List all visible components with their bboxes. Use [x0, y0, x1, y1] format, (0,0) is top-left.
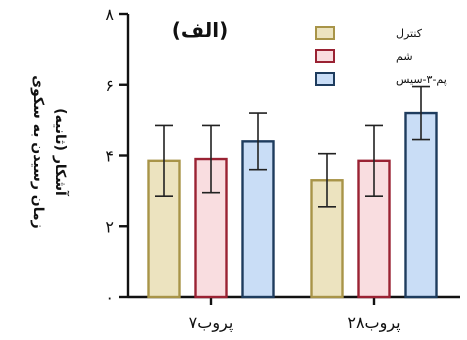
x-tick-label: پروب۲۸ — [347, 313, 400, 333]
legend-swatch — [315, 72, 335, 86]
legend-label: شم — [396, 50, 413, 63]
y-tick-label: ۴ — [105, 147, 114, 166]
y-tick-label: ۲ — [105, 217, 114, 236]
y-axis: ۰ ۲ ۴ ۶ ۸ — [105, 5, 130, 307]
y-axis-label-line1: زمان رسیدن به سکوی — [30, 75, 46, 228]
panel-label: (الف) — [172, 18, 228, 42]
y-tick-label: ۰ — [105, 288, 114, 307]
bars-group — [147, 85, 438, 299]
y-tick-label: ۶ — [105, 76, 114, 95]
bar — [404, 111, 438, 299]
legend-label: پم-۳-سیس — [396, 73, 447, 86]
legend-swatch — [315, 49, 335, 63]
y-axis-label-line2: آشکار (ثانیه) — [52, 108, 70, 197]
y-tick-label: ۸ — [105, 5, 114, 24]
x-axis: پروب۷ پروب۲۸ — [128, 295, 460, 333]
legend-label: کنترل — [396, 27, 423, 40]
legend: کنترل شم پم-۳-سیس — [315, 26, 447, 86]
x-tick-label: پروب۷ — [189, 313, 234, 333]
legend-swatch — [315, 26, 335, 40]
